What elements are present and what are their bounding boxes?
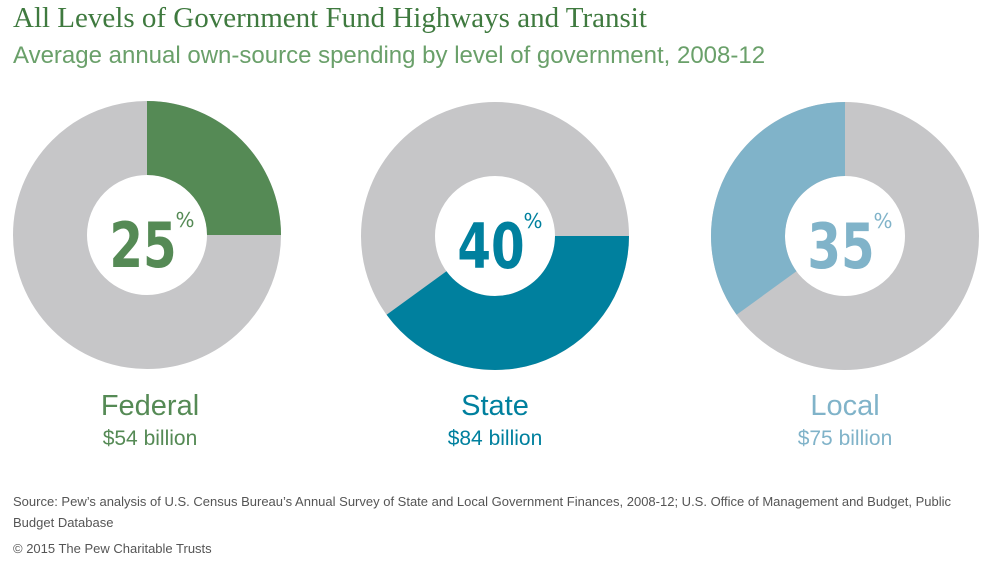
copyright-note: © 2015 The Pew Charitable Trusts [13,541,212,556]
federal-slice [147,101,281,235]
chart-title: All Levels of Government Fund Highways a… [13,2,647,34]
state-slice [386,236,629,370]
federal-percent-symbol: % [175,208,194,232]
source-note: Source: Pew’s analysis of U.S. Census Bu… [13,494,951,530]
local-percent-symbol: % [873,209,892,233]
federal-percent-value: 25 [109,210,176,282]
federal-amount: $54 billion [102,427,198,450]
local-amount: $75 billion [797,427,893,450]
state-amount: $84 billion [447,427,543,450]
state-label: State [461,390,529,422]
state-percent-value: 40 [457,211,524,283]
local-percent-value: 35 [807,211,874,283]
federal-label: Federal [100,390,200,422]
state-percent-symbol: % [523,209,542,233]
local-label: Local [810,390,880,422]
donut-charts: 25% 40% 35% [13,101,979,370]
local-slice [710,101,845,315]
chart-subtitle: Average annual own-source spending by le… [13,42,766,69]
